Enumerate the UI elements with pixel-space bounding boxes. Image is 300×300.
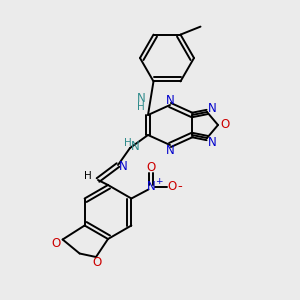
Text: N: N	[130, 140, 140, 152]
Text: N: N	[166, 94, 174, 106]
Text: -: -	[177, 180, 182, 193]
Text: +: +	[154, 177, 162, 186]
Text: H: H	[137, 102, 145, 112]
Text: O: O	[51, 237, 60, 250]
Text: N: N	[208, 136, 216, 148]
Text: H: H	[84, 171, 92, 181]
Text: N: N	[166, 143, 174, 157]
Text: N: N	[208, 101, 216, 115]
Text: O: O	[92, 256, 102, 268]
Text: O: O	[147, 161, 156, 174]
Text: O: O	[168, 180, 177, 193]
Text: N: N	[118, 160, 127, 173]
Text: N: N	[136, 92, 145, 105]
Text: N: N	[147, 180, 156, 193]
Text: O: O	[220, 118, 230, 131]
Text: H: H	[124, 138, 132, 148]
